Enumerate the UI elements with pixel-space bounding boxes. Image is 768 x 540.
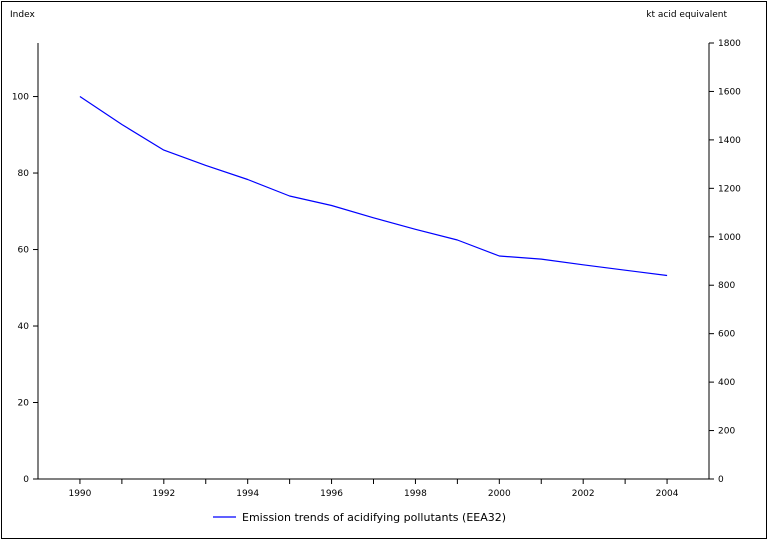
data-point	[78, 95, 81, 98]
data-point	[414, 228, 417, 231]
y-axis-left-title: Index	[10, 10, 35, 20]
y-right-tick-label: 1800	[718, 39, 741, 49]
y-right-tick-label: 1600	[718, 87, 741, 97]
x-tick-label: 1996	[320, 489, 343, 499]
data-point	[456, 238, 459, 241]
data-point	[624, 269, 627, 272]
data-point	[246, 178, 249, 181]
x-tick-label: 2004	[656, 489, 679, 499]
x-tick-label: 1992	[152, 489, 175, 499]
x-tick-label: 1998	[404, 489, 427, 499]
y-right-tick-label: 1200	[718, 184, 741, 194]
series-line-0	[79, 96, 668, 277]
y-axis-right-title: kt acid equivalent	[646, 10, 727, 20]
legend-label: Emission trends of acidifying pollutants…	[242, 511, 506, 524]
y-right-tick-label: 0	[718, 475, 724, 485]
x-tick-label: 2002	[572, 489, 595, 499]
x-tick-label: 2000	[488, 489, 511, 499]
data-point	[540, 258, 543, 261]
y-right-tick-label: 600	[718, 330, 735, 340]
y-right-tick-label: 1000	[718, 233, 741, 243]
y-right-tick-label: 200	[718, 427, 735, 437]
data-point	[330, 204, 333, 207]
y-left-tick-label: 20	[18, 399, 30, 409]
y-right-tick-label: 400	[718, 378, 735, 388]
data-point	[666, 274, 669, 277]
y-right-tick-label: 800	[718, 281, 735, 291]
data-point	[498, 255, 501, 258]
legend: Emission trends of acidifying pollutants…	[213, 511, 506, 524]
y-left-tick-label: 100	[12, 93, 29, 103]
x-tick-label: 1994	[236, 489, 259, 499]
y-left-tick-label: 80	[18, 169, 30, 179]
y-left-tick-label: 60	[18, 246, 30, 256]
y-left-tick-label: 0	[23, 475, 29, 485]
y-right-tick-label: 1400	[718, 136, 741, 146]
data-point	[120, 123, 123, 126]
data-point	[162, 149, 165, 152]
data-point	[582, 263, 585, 266]
data-point	[372, 216, 375, 219]
data-point	[204, 164, 207, 167]
data-point	[288, 194, 291, 197]
y-left-tick-label: 40	[18, 322, 30, 332]
x-tick-label: 1990	[68, 489, 91, 499]
